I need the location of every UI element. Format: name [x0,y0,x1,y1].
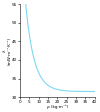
X-axis label: ρ (kg·m⁻³): ρ (kg·m⁻³) [47,105,68,109]
Y-axis label: λ
(mW·m⁻¹·K⁻¹): λ (mW·m⁻¹·K⁻¹) [3,37,11,65]
